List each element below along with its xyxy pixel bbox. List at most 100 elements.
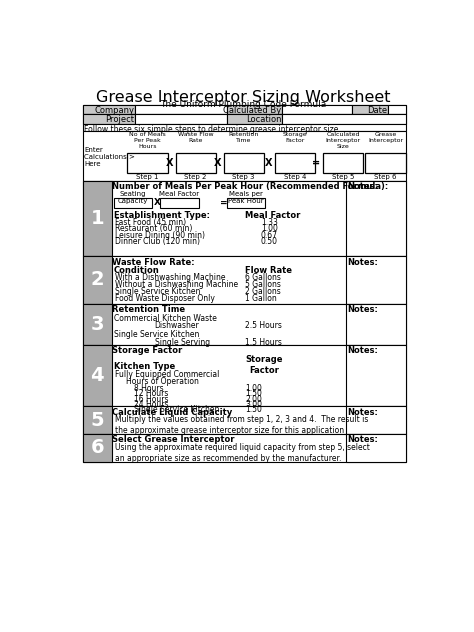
Text: Single Service Kitchen: Single Service Kitchen	[115, 287, 201, 296]
Bar	[160, 198, 199, 207]
Bar	[128, 153, 168, 173]
Text: Location: Location	[246, 116, 282, 125]
Text: Step 4: Step 4	[283, 174, 306, 179]
Bar	[283, 114, 406, 124]
Bar	[82, 181, 406, 256]
Text: Storage
Factor: Storage Factor	[245, 355, 283, 375]
Text: Select Grease Interceptor: Select Grease Interceptor	[112, 435, 235, 444]
Text: Leisure Dining (90 min): Leisure Dining (90 min)	[115, 231, 205, 240]
Text: Dinner Club (120 min): Dinner Club (120 min)	[115, 237, 200, 246]
Bar	[82, 114, 406, 124]
Text: Company: Company	[94, 106, 135, 115]
Text: 24 Hours: 24 Hours	[134, 400, 168, 409]
Text: X: X	[165, 158, 173, 168]
Text: Enter
Calculations >
Here: Enter Calculations > Here	[84, 147, 135, 167]
Text: Fast Food (45 min): Fast Food (45 min)	[115, 218, 186, 228]
Bar	[82, 406, 406, 434]
Bar	[82, 114, 135, 124]
Text: Fully Equipped Commercial: Fully Equipped Commercial	[115, 370, 219, 379]
Text: Condition: Condition	[113, 266, 159, 275]
Text: 1.50: 1.50	[245, 389, 262, 398]
Text: 1.5 Hours: 1.5 Hours	[245, 337, 282, 346]
Text: Step 6: Step 6	[374, 174, 397, 179]
Text: Meals per
Peak Hour: Meals per Peak Hour	[228, 191, 264, 204]
Text: =: =	[312, 158, 320, 168]
Text: Multiply the values obtained from step 1, 2, 3 and 4.  The result is
the approxi: Multiply the values obtained from step 1…	[115, 415, 368, 435]
Text: Commercial Kitchen Waste: Commercial Kitchen Waste	[113, 313, 216, 323]
Text: Meal Factor: Meal Factor	[245, 211, 301, 221]
Bar	[82, 434, 406, 461]
Text: Grease Interceptor Sizing Worksheet: Grease Interceptor Sizing Worksheet	[96, 90, 390, 105]
Bar	[346, 304, 406, 344]
Text: Single Service Kitchen: Single Service Kitchen	[134, 405, 219, 415]
Text: Retention
Time: Retention Time	[228, 132, 259, 143]
Bar	[227, 105, 283, 114]
Text: Calculated By: Calculated By	[223, 106, 282, 115]
Text: Retention Time: Retention Time	[112, 305, 185, 314]
Bar	[283, 105, 352, 114]
Text: 2: 2	[91, 270, 104, 289]
Bar	[82, 344, 406, 406]
Bar	[82, 304, 112, 344]
Text: 4: 4	[91, 366, 104, 385]
Text: 5 Gallons: 5 Gallons	[245, 280, 281, 289]
Text: Step 5: Step 5	[332, 174, 354, 179]
Text: Calculate Liquid Capacity: Calculate Liquid Capacity	[112, 408, 232, 416]
Bar	[227, 114, 283, 124]
Text: Notes:: Notes:	[347, 346, 378, 355]
Text: Dishwasher: Dishwasher	[155, 322, 200, 331]
Bar	[82, 124, 406, 131]
Text: Seating
Capacity: Seating Capacity	[118, 191, 148, 204]
Text: Notes:: Notes:	[347, 182, 378, 191]
Bar	[175, 153, 216, 173]
Text: Notes:: Notes:	[347, 305, 378, 314]
Bar	[135, 105, 227, 114]
Text: Date: Date	[367, 106, 387, 115]
Text: Number of Meals Per Peak Hour (Recommended Formula):: Number of Meals Per Peak Hour (Recommend…	[112, 182, 388, 191]
Text: Restaurant (60 min): Restaurant (60 min)	[115, 224, 192, 233]
Bar	[82, 256, 406, 304]
Text: Grease
Interceptor: Grease Interceptor	[368, 132, 403, 143]
Text: Storage
Factor: Storage Factor	[283, 132, 307, 143]
Bar	[346, 344, 406, 406]
Text: 1 Gallon: 1 Gallon	[245, 294, 277, 303]
Bar	[82, 256, 112, 304]
Bar	[346, 434, 406, 461]
Bar	[346, 181, 406, 256]
Bar	[82, 434, 112, 461]
Text: 6 Gallons: 6 Gallons	[245, 273, 281, 282]
Text: Establishment Type:: Establishment Type:	[113, 211, 210, 221]
Text: 1.00: 1.00	[245, 384, 262, 393]
Bar	[323, 153, 363, 173]
Text: Storage Factor: Storage Factor	[112, 346, 182, 355]
Bar	[82, 131, 406, 181]
Bar	[365, 153, 406, 173]
Text: No of Meals
Per Peak
Hours: No of Meals Per Peak Hours	[129, 132, 166, 149]
Text: Single Service Kitchen: Single Service Kitchen	[113, 330, 199, 339]
Text: Step 1: Step 1	[137, 174, 159, 179]
Text: 0.50: 0.50	[261, 237, 278, 246]
Bar	[82, 105, 406, 114]
Text: X: X	[154, 198, 160, 207]
Text: 1.00: 1.00	[261, 224, 278, 233]
Bar	[346, 406, 406, 434]
Text: Without a Dishwashing Machine: Without a Dishwashing Machine	[115, 280, 238, 289]
Text: Notes:: Notes:	[347, 258, 378, 267]
Text: 16 Hours: 16 Hours	[134, 394, 168, 404]
Text: Follow these six simple steps to determine grease interceptor size.: Follow these six simple steps to determi…	[84, 125, 341, 134]
Bar	[82, 304, 406, 344]
Bar	[82, 344, 112, 406]
Bar	[113, 198, 152, 207]
Text: Food Waste Disposer Only: Food Waste Disposer Only	[115, 294, 215, 303]
Text: Waste Flow Rate:: Waste Flow Rate:	[112, 258, 194, 267]
Text: 3: 3	[91, 315, 104, 334]
Text: Step 2: Step 2	[184, 174, 207, 179]
Text: 1: 1	[91, 209, 104, 228]
Text: Project: Project	[105, 116, 135, 125]
Bar	[82, 181, 112, 256]
Bar	[82, 105, 135, 114]
Bar	[135, 114, 227, 124]
Text: 3.00: 3.00	[245, 400, 262, 409]
Text: 1.50: 1.50	[245, 405, 262, 415]
Text: Flow Rate: Flow Rate	[245, 266, 292, 275]
